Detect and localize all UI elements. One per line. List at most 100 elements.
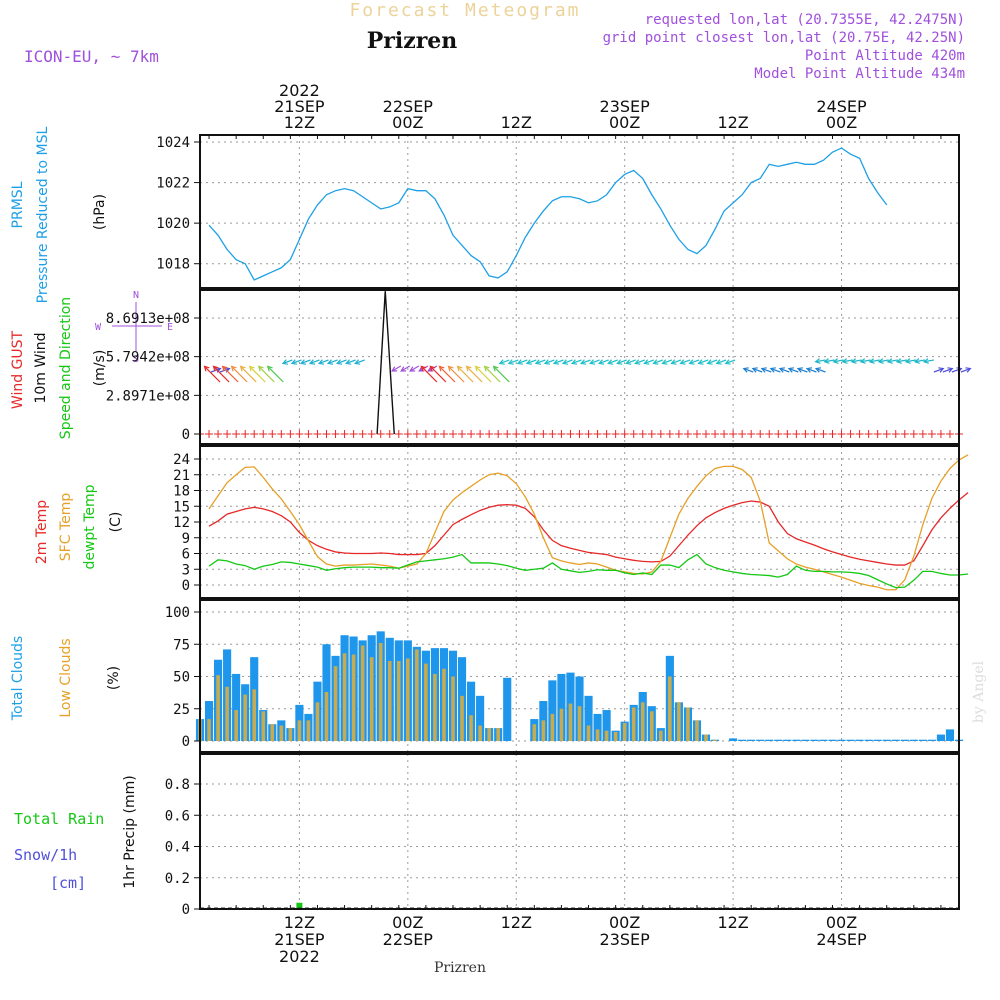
temp-line-0 [208,492,969,566]
wind-arrow-head [697,359,704,365]
clouds-label-total: Total Clouds [10,636,26,721]
wind-arrow [923,359,934,363]
temp-label-2m: 2m Temp [34,500,50,564]
wind-arrow [833,359,844,363]
low-cloud-bar [342,653,347,741]
wind-arrow-head [823,358,830,364]
low-cloud-bar [442,668,446,741]
wind-arrow [526,359,537,364]
low-cloud-bar [424,663,428,741]
wind-arrow-head [841,358,848,364]
gust-marker [864,430,873,438]
gust-marker [729,430,738,438]
wind-arrow [336,359,347,364]
total-cloud-bar [837,739,846,741]
series-lines [208,147,969,591]
total-cloud-bar [810,739,819,741]
low-cloud-bar [288,728,293,741]
wind-arrow [815,368,826,373]
wind-arrow-head [814,358,821,364]
wind-arrow-head [895,358,902,364]
wind-arrow-head [266,365,273,372]
total-cloud-bar [873,739,882,741]
wind-arrow-head [652,359,659,365]
low-cloud-bar [369,657,374,741]
wind-arrow [716,359,727,364]
gust-marker [557,430,566,438]
wind-arrow-head [221,365,228,372]
pressure-unit: (hPa) [92,194,108,230]
wind-arrow [770,368,781,373]
wind-arrow-head [715,359,722,365]
wind-compass: N S E W [95,290,173,365]
wind-arrow [626,359,636,364]
wind-arrow-head [248,365,255,372]
gust-marker [439,430,448,438]
wind-arrow [707,359,718,364]
wind-arrow [240,366,257,383]
wind-arrow-head [534,359,541,365]
gust-marker [295,430,304,438]
low-cloud-bar [279,725,284,741]
wind-arrow-head [498,359,505,365]
wind-arrow [617,359,627,364]
y-tick-label: 0 [182,734,190,750]
gust-marker [945,430,954,438]
wind-arrow-head [391,366,398,372]
gust-marker [909,430,918,438]
bottom-time-label: 24SEP [816,930,867,949]
gust-marker [602,430,611,438]
wind-spike [376,291,395,435]
wind-arrow-head [230,365,237,372]
wind-arrow-head [299,359,307,365]
gust-marker [548,430,557,438]
wind-arrow [391,365,402,372]
gust-marker [467,430,476,438]
wind-arrow [842,359,853,363]
y-tick-label: 50 [173,670,190,686]
bottom-time-label: 22SEP [383,930,434,949]
gust-marker [340,430,349,438]
total-cloud-bar [729,738,738,741]
gust-marker [322,430,331,438]
compass-w: W [95,322,102,333]
wind-arrow [635,359,645,364]
wind-arrow [346,359,356,364]
y-tick-label: 0 [182,578,190,594]
gust-marker [268,430,277,438]
gust-marker [476,430,485,438]
total-cloud-bar [738,739,747,741]
wind-arrow-head [859,358,866,364]
gust-marker [430,430,439,438]
tick-labels: 1018 1020 1022 1024 0 2.8971e+08 5.7942e+08 8.6… [106,81,942,966]
low-cloud-bar [659,730,663,741]
clouds-label-low: Low Clouds [58,638,74,717]
panel-frame-pressure [199,134,960,289]
wind-arrow [689,359,700,364]
gust-marker [756,430,765,438]
gust-marker [494,430,503,438]
wind-arrow [896,359,907,363]
wind-arrow-head [290,359,298,365]
wind-arrow [878,359,889,363]
wind-arrows [196,291,972,438]
requested-coords: requested lon,lat (20.7355E, 42.2475N) [645,12,965,28]
low-cloud-bar [225,686,229,741]
wind-arrow [499,359,510,364]
low-cloud-bar [695,720,699,741]
low-cloud-bar [604,730,609,741]
wind-arrow [222,366,239,383]
wind-arrow-head [570,359,578,365]
gust-marker [593,430,602,438]
top-time-label: 24SEP [816,97,867,116]
gust-marker [223,430,232,438]
wind-arrow-head [688,359,695,365]
wind-arrow [457,366,474,383]
wind-arrow-head [913,358,920,364]
top-time-label: 21SEP [274,97,325,116]
y-tick-label: 6 [182,547,190,563]
rain-bar [296,902,303,909]
gust-marker [412,430,421,438]
point-altitude: Point Altitude 420m [805,48,965,64]
total-cloud-bar [747,739,756,741]
